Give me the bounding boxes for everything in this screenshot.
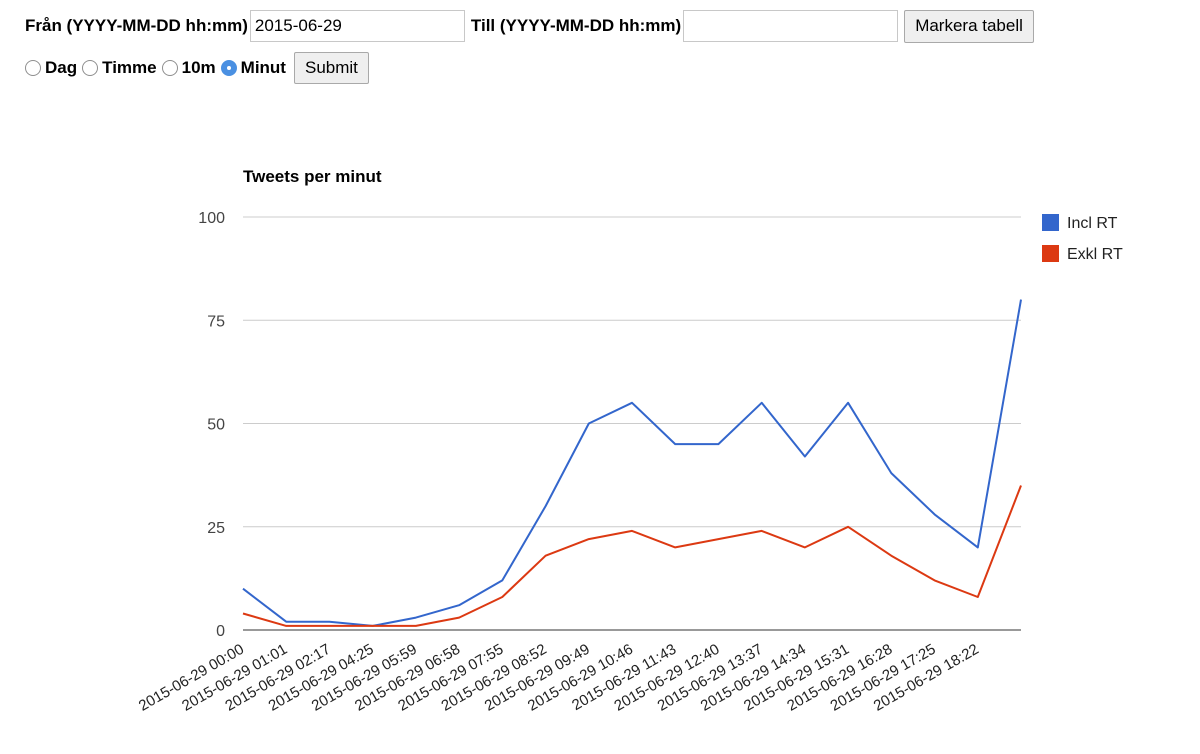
series-line-0: [242, 299, 1022, 627]
radio-label-minut: Minut: [240, 58, 286, 77]
mark-table-button[interactable]: Markera tabell: [904, 9, 1034, 43]
date-range-row: Från (YYYY-MM-DD hh:mm) Till (YYYY-MM-DD…: [25, 9, 1034, 43]
radio-label-dag: Dag: [45, 58, 78, 77]
chart-title: Tweets per minut: [243, 167, 382, 186]
y-tick-label: 50: [207, 417, 225, 434]
radio-timme[interactable]: [82, 60, 99, 76]
legend-label-1: Exkl RT: [1067, 246, 1123, 263]
radio-label-timme: Timme: [102, 58, 157, 77]
radio-label-10m: 10m: [181, 58, 216, 77]
y-tick-label: 0: [216, 623, 225, 640]
y-tick-label: 25: [207, 520, 225, 537]
to-label: Till (YYYY-MM-DD hh:mm): [470, 16, 682, 35]
radio-10m[interactable]: [161, 60, 178, 76]
y-tick-label: 75: [207, 313, 225, 330]
to-date-input[interactable]: [683, 10, 899, 42]
series-line-1: [242, 485, 1022, 627]
legend-swatch-0: [1042, 214, 1059, 231]
granularity-row: Dag Timme 10m Minut Submit: [22, 52, 369, 84]
legend-swatch-1: [1042, 245, 1059, 262]
from-label: Från (YYYY-MM-DD hh:mm): [25, 16, 248, 35]
legend-label-0: Incl RT: [1067, 215, 1118, 232]
from-date-input[interactable]: [249, 10, 465, 42]
submit-button[interactable]: Submit: [293, 52, 369, 84]
radio-dag[interactable]: [25, 60, 41, 76]
y-tick-label: 100: [198, 210, 225, 227]
radio-minut[interactable]: [220, 60, 237, 76]
